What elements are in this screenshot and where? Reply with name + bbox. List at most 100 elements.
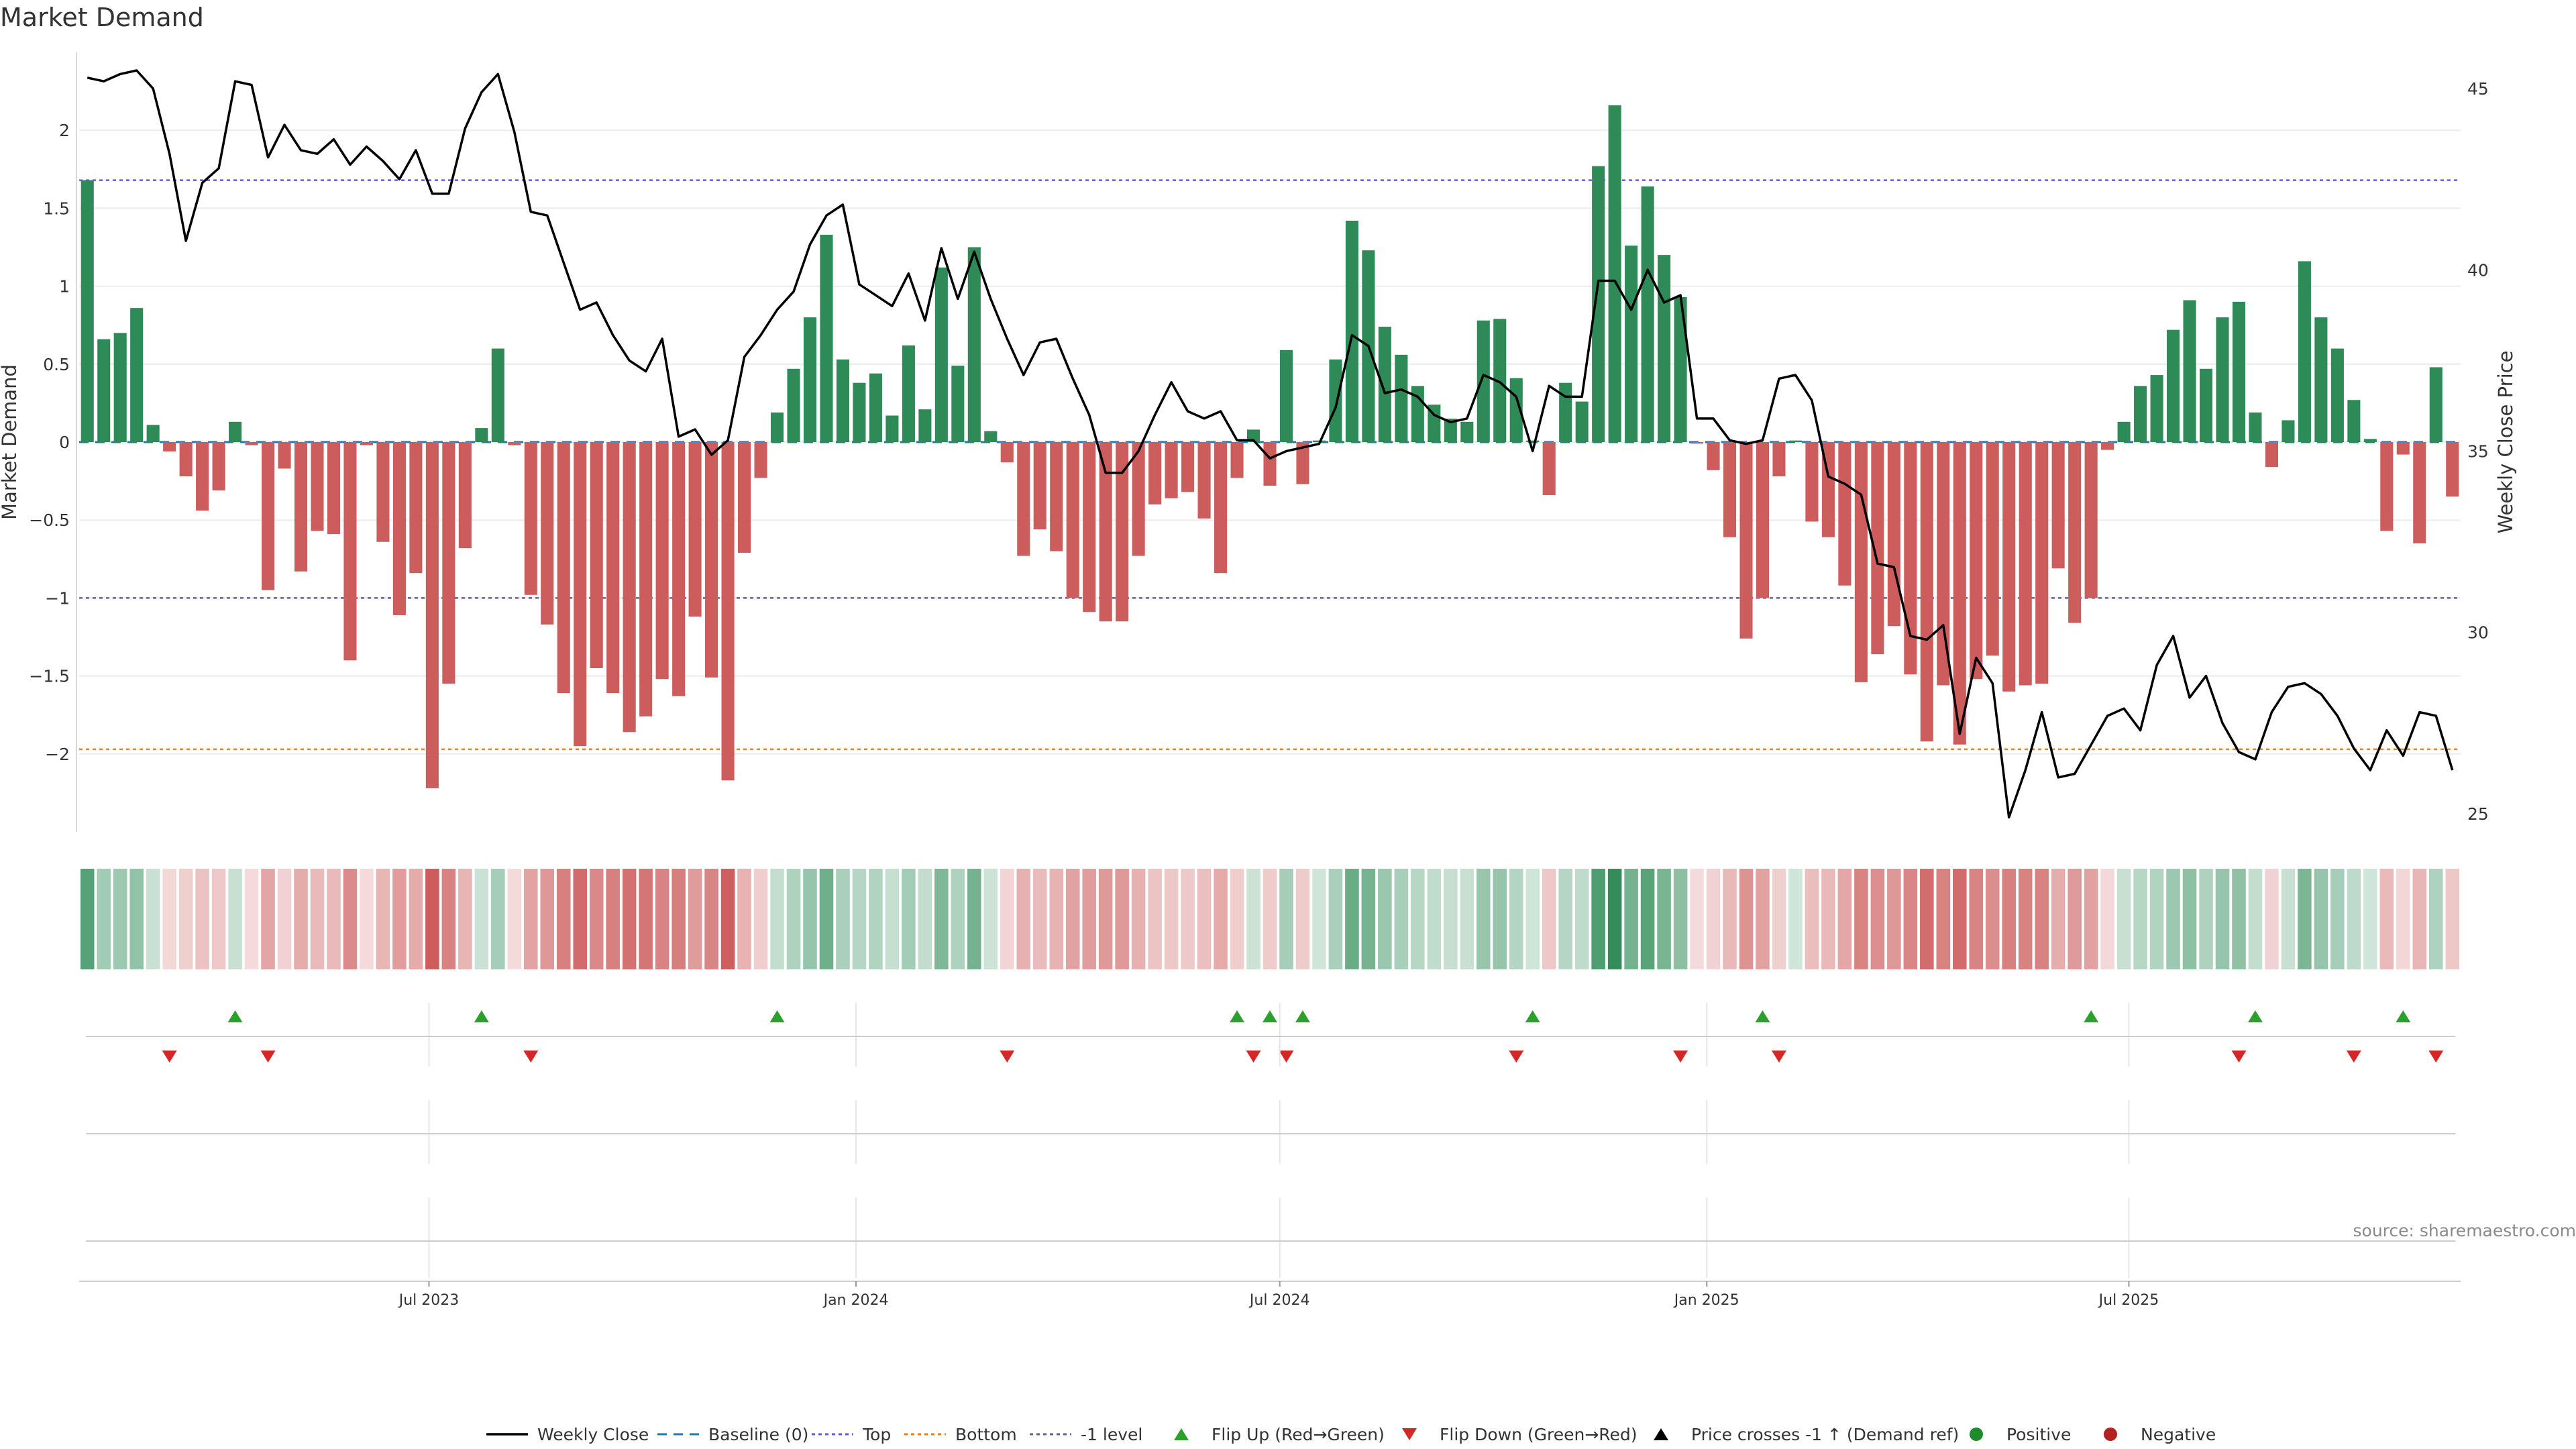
- heat-cell: [606, 869, 620, 969]
- heat-cell: [819, 869, 834, 969]
- heat-cell: [2412, 869, 2427, 969]
- heat-cell: [2018, 869, 2033, 969]
- flip-down-marker: [1246, 1051, 1261, 1063]
- demand-bar: [820, 234, 833, 442]
- heat-cell: [1000, 869, 1014, 969]
- demand-bar: [2249, 412, 2262, 442]
- demand-bar: [541, 442, 554, 625]
- right-tick-label: 35: [2467, 442, 2489, 462]
- demand-bar: [1690, 442, 1704, 444]
- demand-bar: [1378, 327, 1391, 442]
- demand-bar: [1263, 442, 1277, 486]
- demand-bar: [376, 442, 390, 542]
- demand-bar: [2232, 301, 2246, 442]
- legend-swatch: [1174, 1428, 1189, 1440]
- demand-bar: [2363, 439, 2377, 442]
- heat-cell: [1756, 869, 1770, 969]
- right-tick-label: 25: [2467, 804, 2489, 824]
- demand-bar: [2396, 442, 2410, 455]
- flip-down-marker: [1771, 1051, 1786, 1063]
- demand-bar: [590, 442, 603, 668]
- heat-cell: [1920, 869, 1934, 969]
- heat-cell: [1098, 869, 1113, 969]
- legend-item: Baseline (0): [657, 1425, 808, 1444]
- heat-cell: [360, 869, 374, 969]
- heat-cell: [556, 869, 571, 969]
- legend-swatch: [1654, 1428, 1668, 1440]
- demand-bar: [2330, 348, 2344, 442]
- heat-cell: [1969, 869, 1984, 969]
- heat-cell: [1214, 869, 1228, 969]
- legend-item: Bottom: [904, 1425, 1017, 1444]
- heat-cell: [80, 869, 95, 969]
- demand-bar: [869, 373, 882, 442]
- demand-bar: [1279, 350, 1293, 442]
- heat-cell: [573, 869, 588, 969]
- x-tick-label: Jul 2023: [398, 1292, 460, 1309]
- heat-cell: [2068, 869, 2082, 969]
- demand-bar: [1395, 354, 1408, 442]
- demand-bar: [606, 442, 620, 694]
- heat-cell: [1837, 869, 1852, 969]
- heat-cell: [97, 869, 111, 969]
- demand-bar: [229, 421, 242, 442]
- heat-cell: [1657, 869, 1671, 969]
- demand-bar: [1920, 442, 1933, 742]
- flip-down-marker: [1673, 1051, 1688, 1063]
- heat-cell: [753, 869, 768, 969]
- demand-bar: [2019, 442, 2032, 686]
- demand-bar: [245, 442, 258, 445]
- demand-bar: [2347, 400, 2361, 442]
- demand-bar: [97, 339, 111, 442]
- heat-cell: [1903, 869, 1918, 969]
- heat-cell: [1230, 869, 1244, 969]
- legend-item: Flip Down (Green→Red): [1402, 1425, 1638, 1444]
- demand-bar: [2265, 442, 2278, 468]
- demand-bar: [1116, 442, 1129, 622]
- heat-cell: [1460, 869, 1474, 969]
- demand-bar: [1526, 440, 1540, 442]
- legend-label: Flip Down (Green→Red): [1440, 1425, 1638, 1444]
- demand-bar: [2167, 329, 2180, 442]
- demand-bar: [705, 442, 718, 678]
- heat-cell: [261, 869, 275, 969]
- heat-cell: [1772, 869, 1786, 969]
- legend-item: Weekly Close: [486, 1425, 649, 1444]
- heat-cell: [2002, 869, 2017, 969]
- heat-cell: [704, 869, 718, 969]
- legend-label: Bottom: [955, 1425, 1017, 1444]
- heat-cell: [2298, 869, 2312, 969]
- flip-up-marker: [227, 1010, 243, 1022]
- demand-bar: [2429, 367, 2443, 442]
- demand-bar: [2413, 442, 2426, 544]
- chart-title: Market Demand: [0, 3, 204, 32]
- demand-bar: [754, 442, 767, 478]
- demand-bar: [2199, 368, 2213, 442]
- heat-cell: [507, 869, 522, 969]
- heat-cell: [1706, 869, 1721, 969]
- flip-down-marker: [2428, 1051, 2444, 1063]
- heat-cell: [1181, 869, 1195, 969]
- demand-bar: [458, 442, 472, 549]
- demand-bar: [1772, 442, 1786, 477]
- heat-cell: [1854, 869, 1868, 969]
- heat-cell: [162, 869, 176, 969]
- demand-bar: [1592, 166, 1605, 443]
- weekly-close-line: [87, 69, 2454, 819]
- demand-bar: [80, 180, 94, 442]
- heat-cell: [1394, 869, 1409, 969]
- flip-up-marker: [1230, 1010, 1245, 1022]
- heat-cell: [1574, 869, 1589, 969]
- heat-cell: [540, 869, 555, 969]
- legend-label: Price crosses -1 ↑ (Demand ref): [1691, 1425, 1959, 1444]
- demand-bar: [1444, 419, 1457, 442]
- demand-bar: [2134, 386, 2147, 442]
- demand-bar: [721, 442, 735, 781]
- heat-cell: [113, 869, 127, 969]
- heat-cell: [2330, 869, 2345, 969]
- heat-cell: [2084, 869, 2098, 969]
- demand-bar: [360, 442, 373, 445]
- demand-bar: [1871, 442, 1884, 655]
- source-credit: source: sharemaestro.com: [2353, 1221, 2576, 1240]
- demand-bar: [2002, 442, 2016, 692]
